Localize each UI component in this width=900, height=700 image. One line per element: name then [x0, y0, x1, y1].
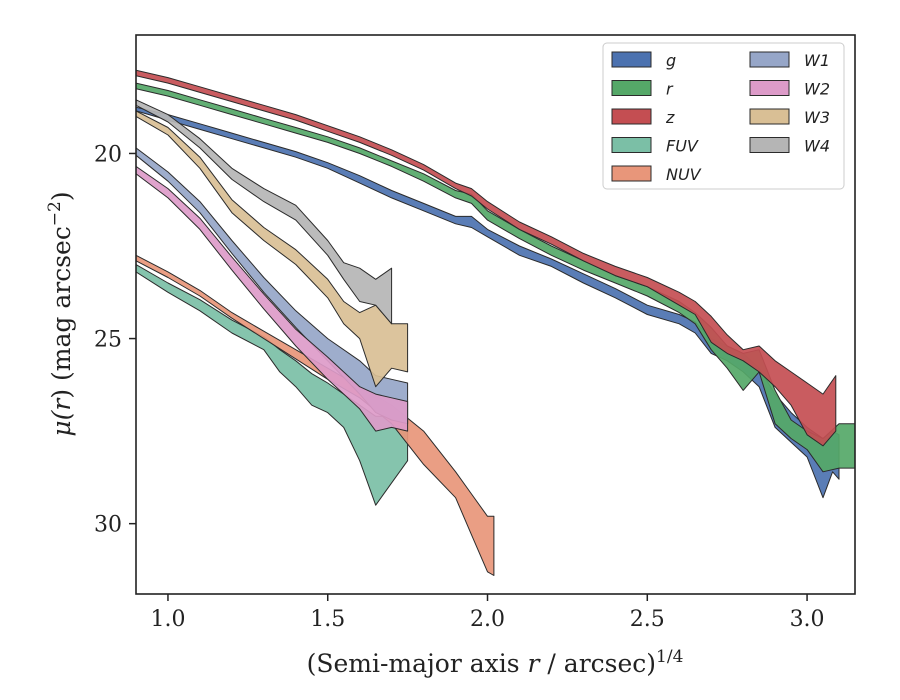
x-tick-label: 1.5 [310, 607, 345, 632]
x-axis-label: (Semi-major axis r / arcsec)1/4 [307, 647, 684, 678]
legend-label-nuv: NUV [666, 165, 702, 184]
axis-ticks: 1.0 1.5 2.0 2.5 3.0 20 25 30 [94, 142, 825, 632]
series-band-z [136, 69, 837, 447]
legend-label-w3: W3 [804, 108, 830, 127]
series-band-w4 [136, 99, 393, 325]
legend-label-w2: W2 [804, 80, 830, 99]
legend-swatch-w1 [749, 51, 790, 68]
y-tick-label: 20 [94, 142, 122, 167]
series-band-w3 [136, 110, 409, 388]
x-tick-label: 2.5 [630, 607, 665, 632]
y-tick-label: 30 [94, 513, 122, 538]
legend-swatch-w2 [749, 80, 790, 96]
legend-label-g: g [666, 51, 676, 70]
legend-swatch-g [611, 51, 652, 68]
plot-frame [135, 34, 856, 595]
legend-label-w4: W4 [804, 137, 830, 156]
legend-swatch-z [611, 108, 652, 125]
legend: grz FUV NUV W1 W2 W3 W4 [602, 42, 845, 190]
series-layer [136, 69, 855, 576]
x-tick-label: 1.0 [150, 607, 185, 632]
series-band-w2 [136, 165, 409, 432]
legend-swatch-w4 [749, 137, 790, 153]
legend-swatch-fuv [611, 137, 652, 153]
series-band-r [136, 82, 855, 473]
y-tick-label: 25 [94, 328, 122, 353]
legend-label-r: r [666, 80, 674, 99]
y-axis-label: μ(r) (mag arcsec−2) [45, 191, 76, 436]
legend-label-z: z [665, 108, 675, 127]
legend-label-w1: W1 [804, 51, 830, 70]
legend-swatch-w3 [749, 108, 790, 125]
legend-label-fuv: FUV [666, 137, 699, 156]
x-tick-label: 2.0 [470, 607, 505, 632]
series-band-nuv [136, 254, 495, 576]
legend-swatch-nuv [611, 165, 652, 182]
x-tick-label: 3.0 [790, 607, 825, 632]
series-band-g [136, 106, 840, 499]
legend-swatch-r [611, 80, 652, 96]
